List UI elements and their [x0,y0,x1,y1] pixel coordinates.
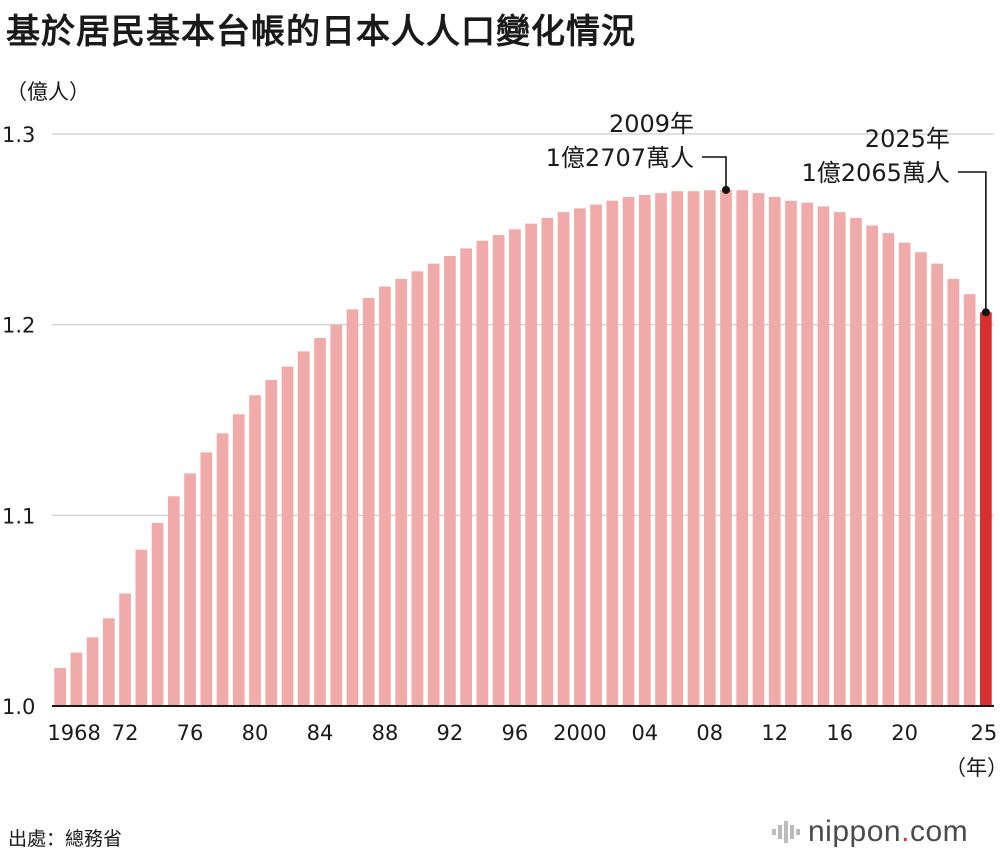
bar-2016 [833,212,846,706]
bar-2002 [606,200,619,706]
bar-2025 [980,312,992,706]
bar-1978 [216,433,229,706]
x-tick-label: 1968 [47,721,100,745]
x-axis-unit-label: （年） [945,756,1000,780]
bar-2012 [768,196,781,707]
bar-1997 [525,223,537,706]
x-tick-label: 96 [502,721,529,745]
x-tick-label: 25 [971,721,998,745]
x-tick-label: 20 [891,721,918,745]
bar-2017 [850,217,862,707]
annotation-year: 2025年 [865,125,950,153]
population-bar-chart: 1.0 1.1 1.2 1.3 1968 72 76 80 84 88 92 96 2000 04 08 12… [2,110,997,745]
bar-1973 [135,549,148,706]
bar-1984 [314,338,326,706]
bar-1998 [541,217,554,707]
x-tick-label: 2000 [553,721,606,745]
bar-2019 [882,233,895,706]
bars [54,189,992,707]
bar-1972 [119,593,131,706]
bar-2014 [801,202,814,706]
x-tick-label: 04 [631,721,658,745]
bar-1975 [167,496,180,706]
bar-1969 [70,652,83,706]
bar-2009 [720,189,732,706]
bar-1989 [395,278,408,706]
logo-bars-icon [772,821,800,843]
bar-2024 [963,294,976,706]
bar-1988 [379,286,391,706]
bar-2018 [866,225,879,706]
bar-1993 [460,248,473,706]
annotation-year: 2009年 [609,110,694,138]
bar-1981 [265,379,278,706]
bar-1968 [54,667,66,706]
bar-1976 [184,473,196,706]
annotation-population: 1億2065萬人 [802,159,950,187]
x-tick-label: 08 [696,721,723,745]
chart-title: 基於居民基本台帳的日本人人口變化情況 [6,12,636,52]
x-tick-label: 72 [112,721,139,745]
bar-1999 [557,212,570,706]
bar-2023 [947,278,960,706]
bar-2013 [785,200,797,706]
bar-1977 [200,452,213,706]
bar-1987 [362,297,375,706]
bar-2006 [671,191,684,706]
x-tick-label: 16 [826,721,853,745]
x-tick-label: 88 [372,721,399,745]
y-tick-label: 1.3 [2,123,35,147]
bar-1994 [476,240,489,707]
annotation-leader-line [702,156,727,190]
nippon-logo[interactable]: nippon. com [772,812,968,852]
y-tick-label: 1.2 [2,314,35,338]
logo-dot: . [901,815,910,848]
bar-1991 [427,263,440,706]
bar-2001 [590,204,602,706]
bar-2021 [915,252,927,707]
bar-1970 [86,637,99,706]
bar-2005 [655,193,667,706]
x-tick-label: 84 [307,721,334,745]
bar-2022 [931,263,944,706]
bar-2011 [752,193,765,706]
bar-2003 [622,196,635,707]
bar-2000 [573,208,586,707]
bar-1992 [444,256,456,706]
bar-2004 [638,195,651,706]
bar-2015 [817,206,830,706]
annotation-leader-line [957,171,987,313]
axes: 1.0 1.1 1.2 1.3 1968 72 76 80 84 88 92 96 2000 04 08 12… [2,123,997,745]
bar-1982 [281,366,294,706]
bar-2020 [898,242,911,706]
x-tick-label: 80 [242,721,269,745]
bar-1985 [330,324,343,706]
bar-1974 [151,522,164,706]
bar-2010 [736,190,749,706]
y-tick-label: 1.0 [2,695,35,719]
bar-1990 [411,271,424,706]
bar-1996 [509,229,521,707]
logo-tld: com [909,815,969,848]
bar-1983 [297,351,310,706]
bar-1986 [346,309,359,706]
y-tick-label: 1.1 [2,504,35,528]
bar-1971 [102,618,115,706]
bar-1979 [232,414,245,706]
bar-2007 [687,191,700,706]
annotation-population: 1億2707萬人 [546,144,694,172]
logo-text: nippon [808,815,902,848]
x-tick-label: 12 [761,721,788,745]
y-axis-unit-label: （億人） [6,80,90,104]
bar-2008 [703,190,716,706]
bar-1995 [492,235,505,706]
source-note: 出處：總務省 [8,828,123,850]
x-tick-label: 92 [437,721,464,745]
x-tick-label: 76 [177,721,204,745]
annotations: 2009年 1億2707萬人 2025年 1億2065萬人 [546,110,990,317]
bar-1980 [249,395,261,706]
